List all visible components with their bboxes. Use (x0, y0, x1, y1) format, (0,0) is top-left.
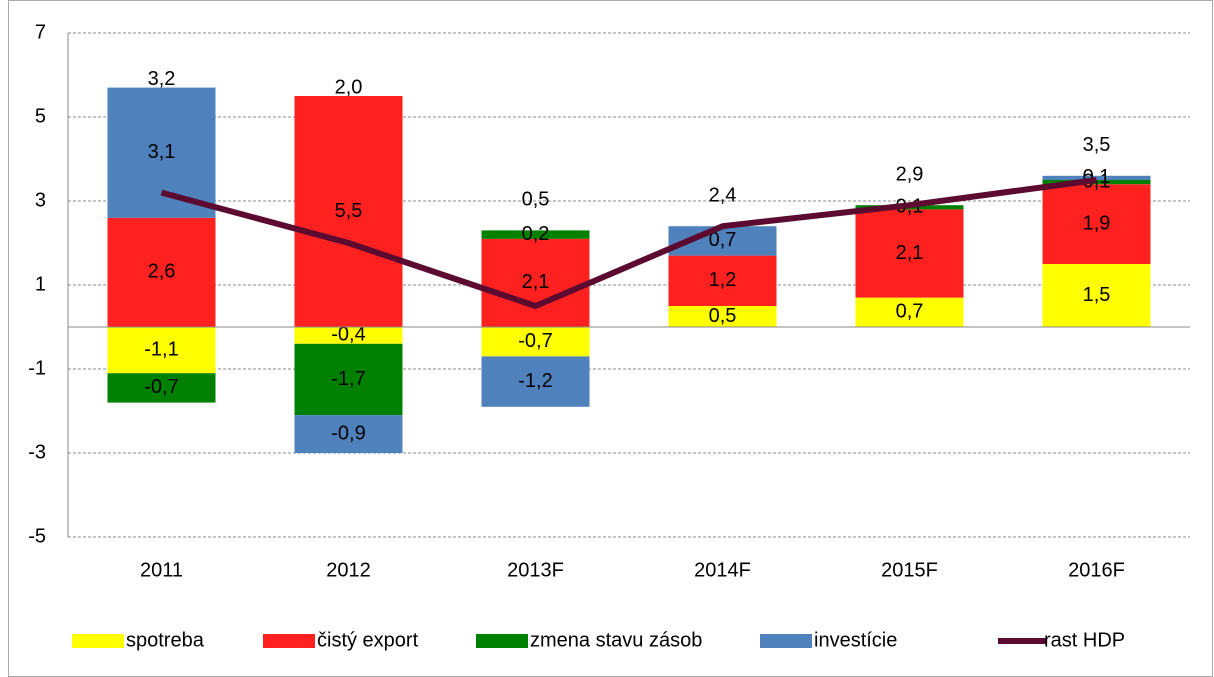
bar-segment (107, 373, 216, 403)
legend-label: rast HDP (1044, 629, 1125, 651)
data-label: -0,9 (331, 422, 365, 444)
line-label: 2,0 (335, 76, 363, 98)
data-label: -1,1 (144, 338, 178, 360)
y-tick-label: -1 (28, 357, 46, 379)
bar-segment (481, 356, 590, 407)
y-tick-label: -3 (28, 441, 46, 463)
legend-swatch (476, 634, 528, 648)
data-label: -0,7 (518, 330, 552, 352)
line-label: 2,9 (896, 163, 924, 185)
y-tick-label: -5 (28, 525, 46, 547)
bar-segment (107, 87, 216, 218)
bar-segment (294, 96, 403, 327)
bar-segment (668, 306, 777, 327)
data-label: -1,2 (518, 370, 552, 392)
data-label: 0,5 (709, 305, 737, 327)
bar-segment (294, 415, 403, 453)
bar-segment (107, 327, 216, 374)
data-label: -0,4 (331, 324, 365, 346)
data-label: 0,7 (896, 301, 924, 323)
legend-swatch (760, 634, 812, 648)
data-label: 3,1 (148, 141, 176, 163)
data-label: -0,7 (144, 376, 178, 398)
data-label: 0,7 (709, 229, 737, 251)
data-label: 0,2 (522, 223, 550, 245)
data-label: -1,7 (331, 368, 365, 390)
x-tick-label: 2016F (1068, 559, 1125, 581)
bar-segment (481, 327, 590, 357)
data-label: 1,9 (1083, 212, 1111, 234)
y-tick-label: 5 (35, 105, 46, 127)
line-label: 3,2 (148, 68, 176, 90)
bar-segment (855, 209, 964, 298)
bar-segment (107, 217, 216, 327)
data-label: 2,1 (896, 242, 924, 264)
bar-segment (1042, 184, 1151, 264)
line-label: 0,5 (522, 189, 550, 211)
line-label: 2,4 (709, 184, 737, 206)
bar-segment (1042, 264, 1151, 327)
line-label: 3,5 (1083, 134, 1111, 156)
y-tick-label: 3 (35, 189, 46, 211)
y-tick-label: 7 (35, 21, 46, 43)
bar-segment (294, 327, 403, 344)
legend-label: čistý export (317, 629, 419, 651)
x-tick-label: 2012 (326, 559, 371, 581)
legend-label: zmena stavu zásob (530, 629, 702, 651)
bar-segment (294, 343, 403, 416)
data-label: 2,6 (148, 261, 176, 283)
bar-segment (481, 238, 590, 327)
x-tick-label: 2011 (140, 559, 183, 581)
data-label: 1,5 (1083, 284, 1111, 306)
y-tick-label: 1 (35, 273, 46, 295)
line-series (160, 177, 1097, 309)
x-tick-label: 2013F (507, 559, 564, 581)
x-tick-label: 2015F (881, 559, 938, 581)
data-label: 0,1 (1083, 166, 1111, 188)
legend-label: investície (814, 629, 897, 651)
bar-segment (481, 230, 590, 239)
legend-swatch (72, 634, 124, 648)
bar-segment (1042, 175, 1151, 180)
legend-label: spotreba (126, 629, 205, 651)
bar-segment (668, 255, 777, 306)
data-label: 1,2 (709, 269, 737, 291)
bar-segment (855, 297, 964, 327)
legend-swatch (263, 634, 315, 648)
data-label: 5,5 (335, 200, 363, 222)
data-label: 2,1 (522, 271, 550, 293)
x-tick-label: 2014F (694, 559, 751, 581)
